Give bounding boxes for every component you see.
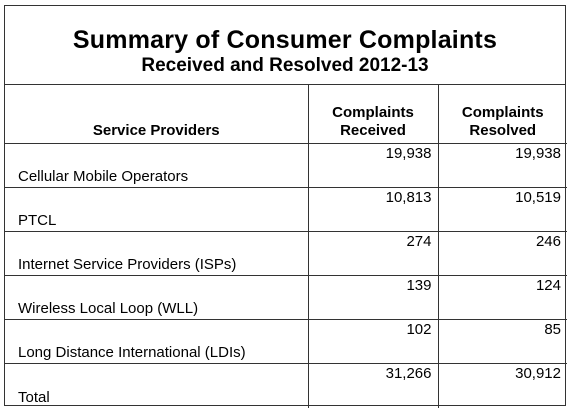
total-received-value: 31,266 [307,362,438,408]
table-subtitle: Received and Resolved 2012-13 [141,55,429,76]
header-row: Service Providers Complaints Received Co… [5,85,567,144]
table-row: Cellular Mobile Operators 19,938 19,938 [5,143,567,187]
resolved-value: 10,519 [437,186,567,231]
total-row: Total 31,266 30,912 [5,362,567,408]
header-complaints-received: Complaints Received [307,85,438,144]
resolved-value: 85 [437,318,567,363]
table-row: PTCL 10,813 10,519 [5,186,567,231]
provider-name: PTCL [5,186,308,231]
received-value: 19,938 [307,143,438,187]
header-resolved-line1: Complaints [461,103,544,121]
header-service-providers: Service Providers [5,85,308,144]
received-value: 139 [307,274,438,319]
provider-name: Wireless Local Loop (WLL) [5,274,308,319]
provider-name: Cellular Mobile Operators [18,167,189,185]
total-resolved-value: 30,912 [437,362,567,408]
provider-name: Long Distance International (LDIs) [5,318,308,363]
table-row: Internet Service Providers (ISPs) 274 24… [5,230,567,275]
header-service-providers-label: Service Providers [92,121,220,139]
total-label: Total [5,362,308,408]
table-row: Wireless Local Loop (WLL) 139 124 [5,274,567,319]
provider-name: Internet Service Providers (ISPs) [5,230,308,275]
complaints-table: Service Providers Complaints Received Co… [5,85,567,408]
complaints-summary-table: Summary of Consumer Complaints Received … [4,5,567,408]
header-complaints-resolved: Complaints Resolved [437,85,567,144]
resolved-value: 246 [437,230,567,275]
resolved-value: 124 [437,274,567,319]
header-received-line2: Received [340,121,406,139]
received-value: 274 [307,230,438,275]
table-row: Long Distance International (LDIs) 102 8… [5,318,567,363]
resolved-value: 19,938 [437,143,567,187]
received-value: 10,813 [307,186,438,231]
header-received-line1: Complaints [332,103,414,121]
received-value: 102 [307,318,438,363]
table-title: Summary of Consumer Complaints [72,26,498,54]
header-resolved-line2: Resolved [469,121,537,139]
table-title-block: Summary of Consumer Complaints Received … [5,6,565,85]
